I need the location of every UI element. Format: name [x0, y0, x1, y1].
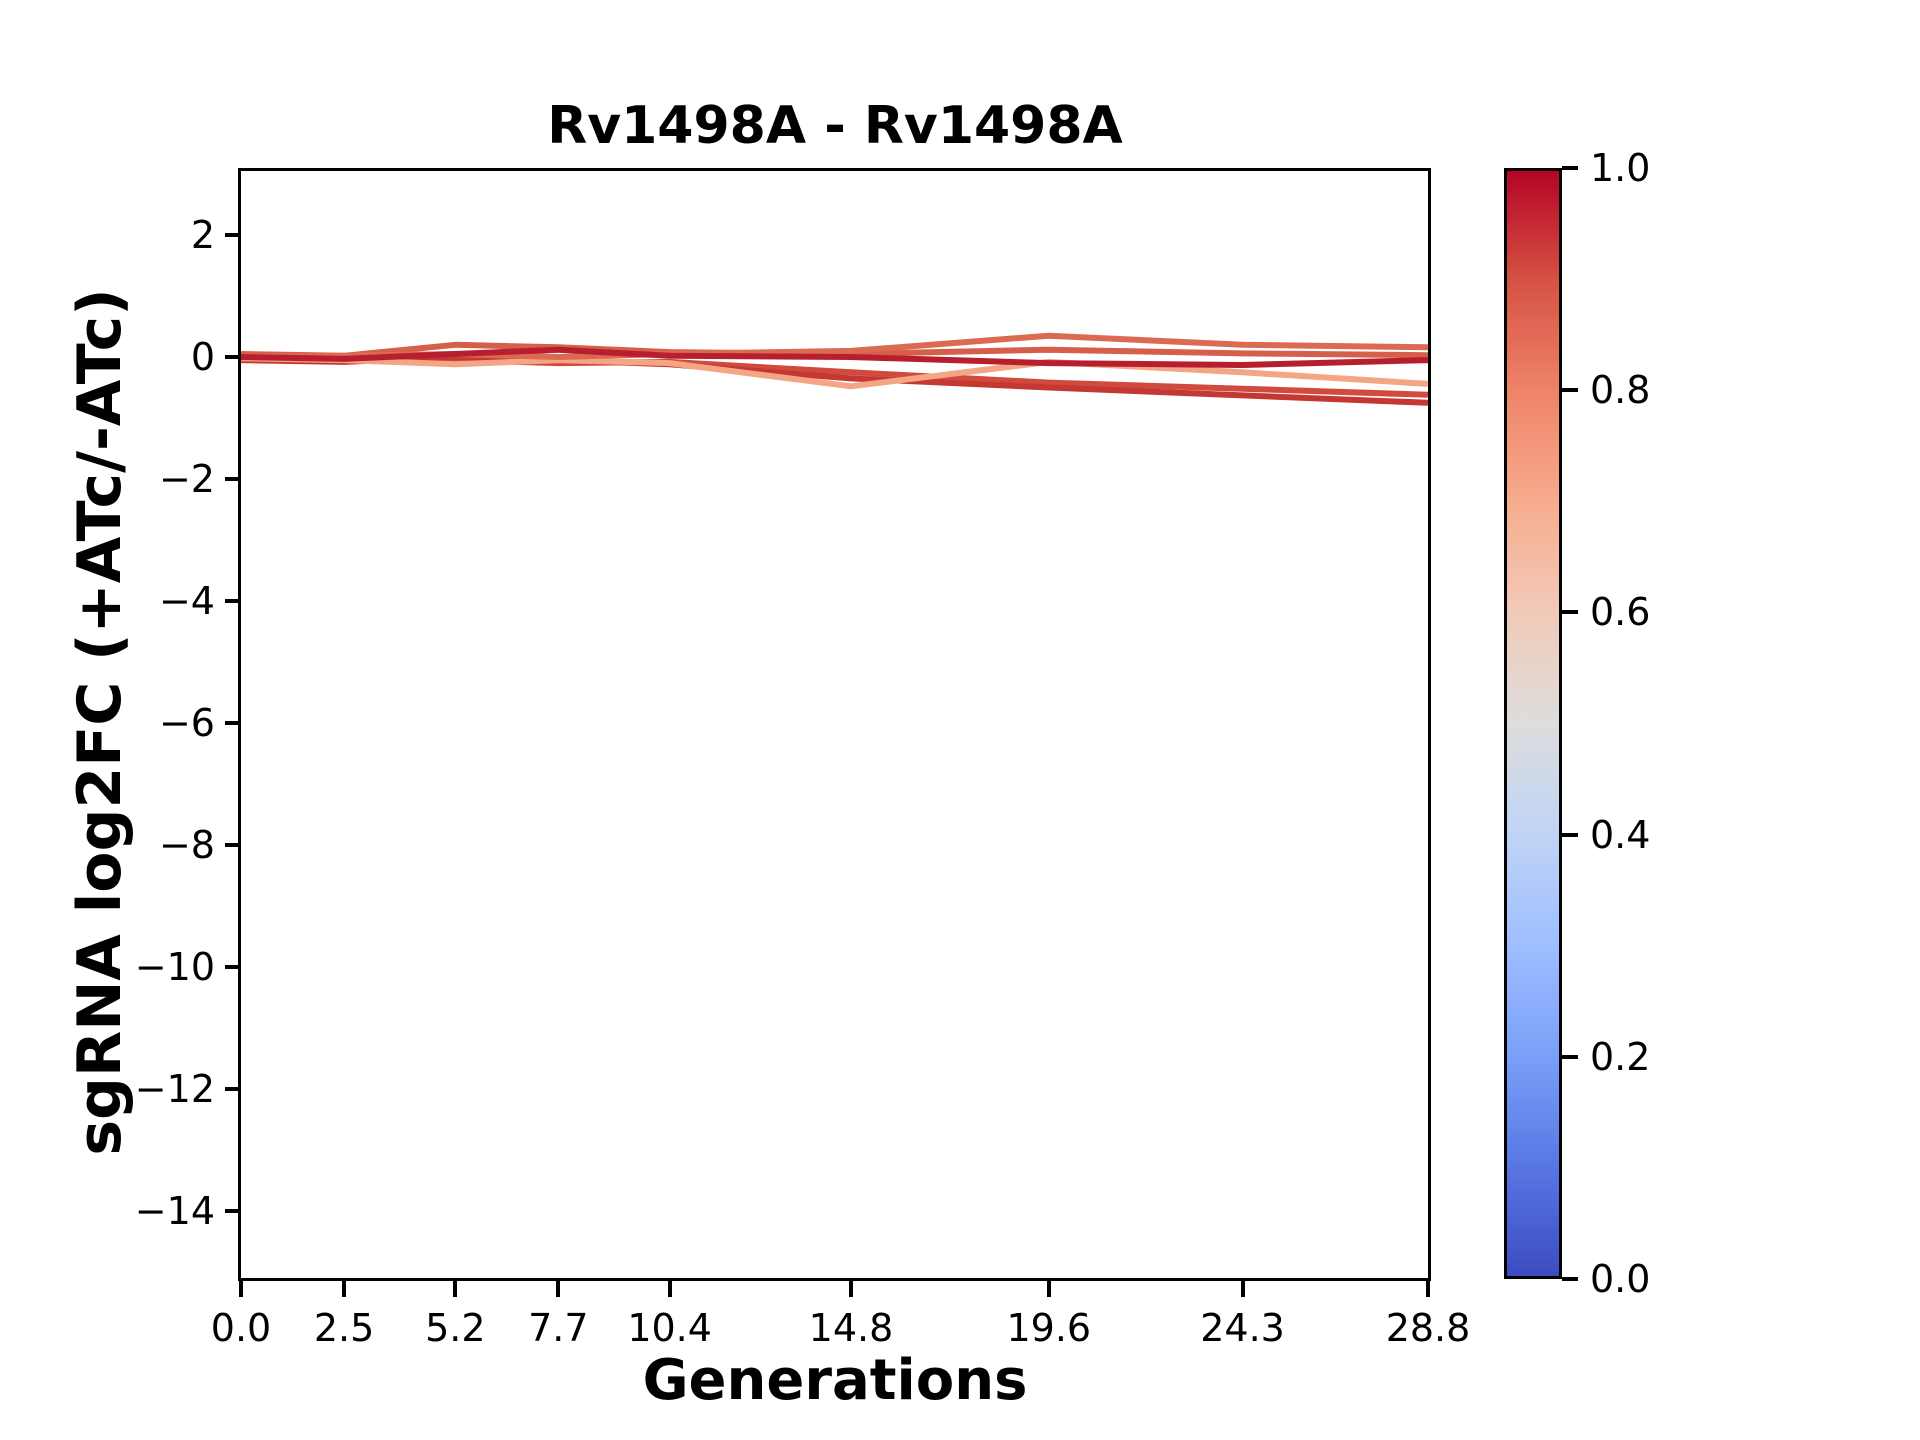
y-tick-label: −14 [134, 1188, 215, 1233]
x-tick-mark [1240, 1281, 1245, 1297]
y-tick-label: −4 [158, 578, 215, 623]
colorbar-tick-label: 0.2 [1590, 1034, 1651, 1079]
x-tick-label: 14.8 [808, 1306, 894, 1350]
colorbar-tick-label: 0.0 [1590, 1257, 1651, 1301]
colorbar-tick-label: 0.8 [1590, 368, 1651, 413]
x-tick-label: 7.7 [528, 1306, 589, 1350]
colorbar [1504, 168, 1562, 1279]
colorbar-tick-label: 1.0 [1590, 146, 1651, 190]
colorbar-tick-mark [1562, 832, 1578, 837]
y-tick-label: −2 [158, 457, 215, 501]
x-tick-mark [667, 1281, 672, 1297]
x-tick-label: 5.2 [425, 1306, 486, 1350]
y-tick-label: −10 [134, 944, 215, 989]
y-tick-mark [225, 842, 241, 847]
y-tick-label: 2 [190, 213, 215, 258]
colorbar-tick-mark [1562, 610, 1578, 615]
y-tick-label: −8 [158, 822, 215, 867]
colorbar-tick-mark [1562, 1054, 1578, 1059]
y-tick-mark [225, 598, 241, 603]
x-tick-mark [453, 1281, 458, 1297]
y-tick-mark [225, 1086, 241, 1091]
x-tick-mark [1426, 1281, 1430, 1297]
x-axis-label: Generations [642, 1348, 1028, 1413]
y-tick-mark [225, 233, 241, 238]
series-line-4 [241, 355, 1428, 390]
y-tick-mark [225, 355, 241, 360]
x-tick-mark [342, 1281, 347, 1297]
y-tick-label: 0 [190, 335, 215, 380]
x-tick-mark [239, 1281, 243, 1297]
x-tick-label: 2.5 [313, 1306, 375, 1350]
y-tick-mark [225, 477, 241, 481]
line-chart-svg [241, 332, 1428, 406]
colorbar-tick-mark [1562, 1277, 1578, 1281]
y-tick-mark [225, 1208, 241, 1213]
y-tick-label: −12 [134, 1066, 215, 1111]
x-tick-label: 10.4 [627, 1306, 712, 1350]
plot-area [238, 168, 1431, 1281]
x-tick-label: 28.8 [1385, 1306, 1471, 1350]
x-tick-label: 19.6 [1006, 1306, 1092, 1350]
x-tick-mark [1046, 1281, 1051, 1297]
x-tick-mark [848, 1281, 853, 1297]
y-tick-mark [225, 964, 241, 969]
x-tick-mark [556, 1281, 561, 1297]
y-tick-mark [225, 720, 241, 725]
x-tick-label: 24.3 [1200, 1306, 1285, 1350]
x-tick-label: 0.0 [210, 1306, 272, 1350]
colorbar-tick-label: 0.4 [1590, 812, 1651, 857]
chart-title: Rv1498A - Rv1498A [547, 96, 1123, 156]
series-line-6 [241, 346, 1428, 368]
colorbar-tick-mark [1562, 388, 1578, 393]
colorbar-tick-label: 0.6 [1590, 590, 1651, 635]
y-tick-label: −6 [158, 700, 215, 745]
colorbar-tick-mark [1562, 166, 1578, 170]
